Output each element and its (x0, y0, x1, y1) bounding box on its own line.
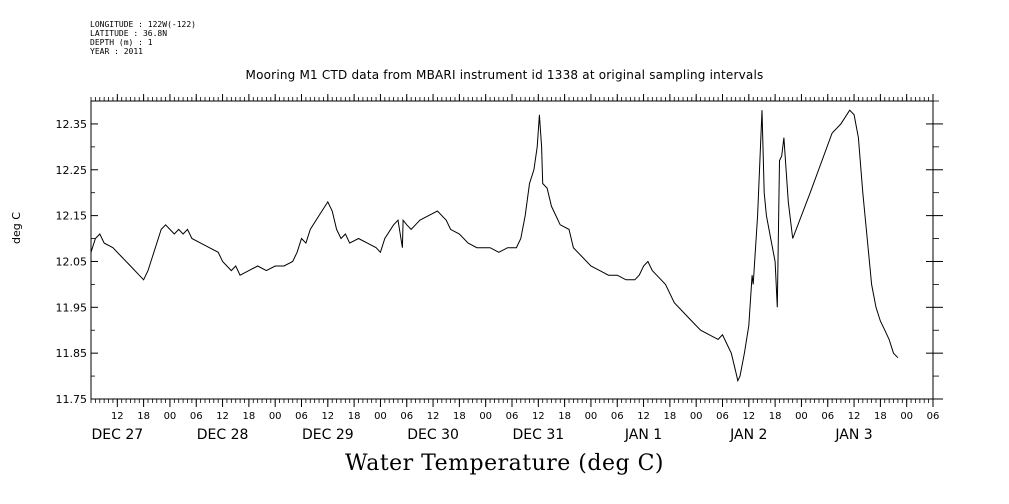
y-tick-label: 12.15 (56, 210, 88, 223)
x-hour-tick-label: 12 (427, 411, 440, 422)
plot-frame (90, 100, 934, 400)
x-day-label: JAN 2 (729, 427, 767, 443)
x-day-label: JAN 1 (624, 427, 662, 443)
y-tick-label: 11.95 (56, 301, 88, 314)
longitude-text: LONGITUDE : 122W(-122) (90, 20, 196, 29)
temperature-series-line (90, 109, 899, 383)
x-hour-tick-label: 00 (690, 411, 703, 422)
x-hour-tick-label: 06 (295, 411, 308, 422)
x-hour-tick-label: 18 (874, 411, 887, 422)
x-hour-tick-label: 00 (900, 411, 913, 422)
x-hour-tick-label: 12 (742, 411, 755, 422)
x-hour-tick-label: 00 (374, 411, 387, 422)
x-hour-tick-label: 18 (558, 411, 571, 422)
metadata-block: LONGITUDE : 122W(-122) LATITUDE : 36.8N DE… (90, 20, 196, 56)
x-hour-tick-label: 12 (848, 411, 861, 422)
x-hour-tick-label: 06 (506, 411, 519, 422)
latitude-text: LATITUDE : 36.8N (90, 29, 168, 38)
x-day-label: DEC 28 (197, 427, 249, 443)
x-hour-tick-label: 00 (269, 411, 282, 422)
depth-text: DEPTH (m) : 1 (90, 38, 153, 47)
x-hour-tick-label: 18 (137, 411, 150, 422)
x-hour-tick-label: 18 (769, 411, 782, 422)
x-hour-tick-label: 06 (611, 411, 624, 422)
chart-title: Mooring M1 CTD data from MBARI instrumen… (245, 68, 764, 82)
x-hour-tick-label: 00 (479, 411, 492, 422)
x-day-label: DEC 31 (512, 427, 564, 443)
x-hour-tick-label: 12 (216, 411, 229, 422)
year-text: YEAR : 2011 (90, 47, 143, 56)
x-hour-tick-label: 18 (664, 411, 677, 422)
x-hour-tick-label: 12 (637, 411, 650, 422)
x-hour-tick-label: 06 (190, 411, 203, 422)
x-day-label: DEC 29 (302, 427, 354, 443)
y-tick-label: 12.35 (56, 118, 88, 131)
x-hour-tick-label: 18 (348, 411, 361, 422)
x-hour-tick-label: 06 (716, 411, 729, 422)
x-hour-tick-label: 00 (164, 411, 177, 422)
x-hour-tick-label: 00 (795, 411, 808, 422)
y-tick-label: 11.75 (56, 393, 88, 406)
y-tick-label: 12.05 (56, 255, 88, 268)
x-hour-tick-label: 12 (111, 411, 124, 422)
x-hour-tick-label: 06 (927, 411, 940, 422)
y-tick-label: 12.25 (56, 164, 88, 177)
x-hour-tick-label: 06 (400, 411, 413, 422)
y-tick-label: 11.85 (56, 347, 88, 360)
x-day-label: DEC 27 (91, 427, 143, 443)
x-hour-tick-label: 00 (585, 411, 598, 422)
x-day-label: DEC 30 (407, 427, 459, 443)
x-hour-tick-label: 18 (453, 411, 466, 422)
x-hour-tick-label: 18 (243, 411, 256, 422)
x-axis-label: Water Temperature (deg C) (345, 451, 664, 476)
x-day-label: JAN 3 (834, 427, 872, 443)
x-hour-tick-label: 06 (821, 411, 834, 422)
x-hour-tick-label: 12 (532, 411, 545, 422)
x-hour-tick-label: 12 (321, 411, 334, 422)
